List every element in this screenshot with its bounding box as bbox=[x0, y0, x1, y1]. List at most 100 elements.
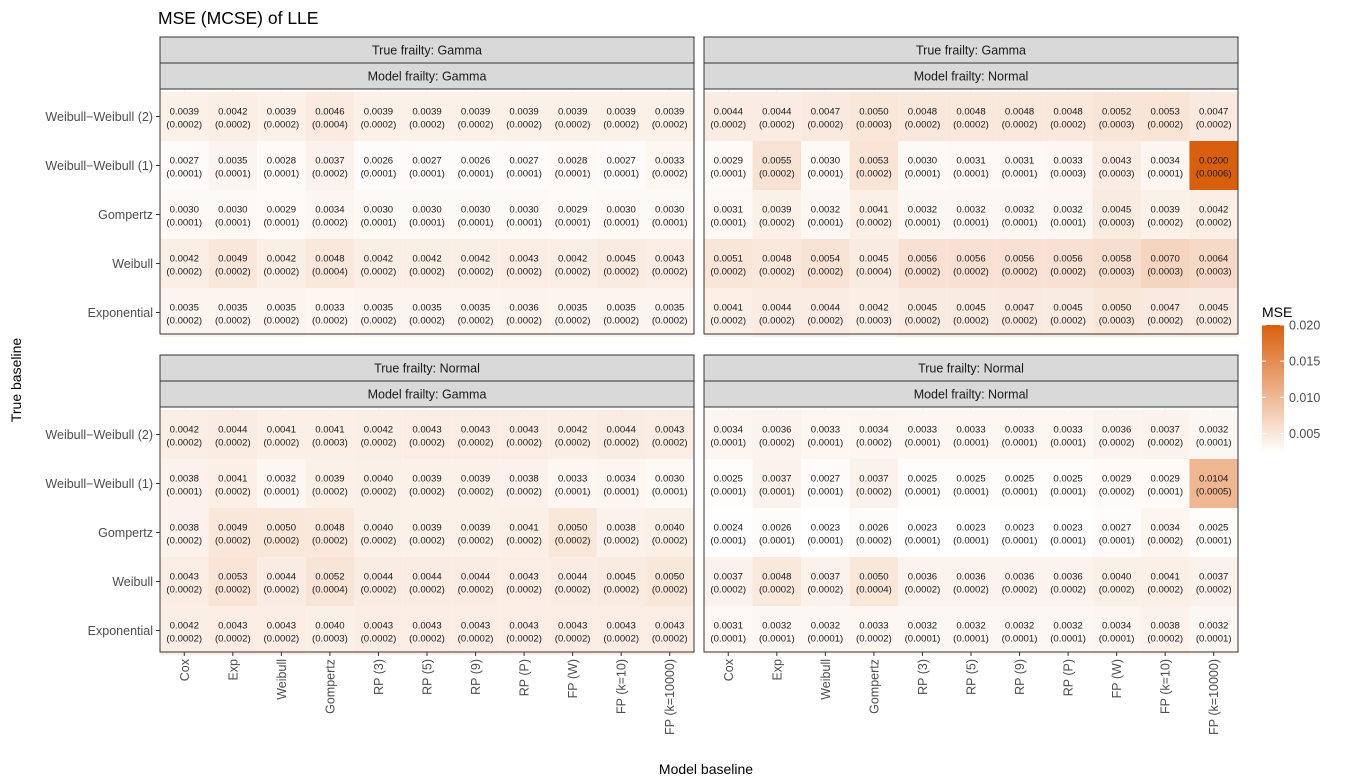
heatmap-cell bbox=[1043, 606, 1093, 655]
heatmap-cell bbox=[208, 190, 258, 239]
cell-mse-label: 0.0038 bbox=[509, 474, 538, 485]
cell-mcse-label: (0.0001) bbox=[603, 487, 639, 498]
heatmap-cell bbox=[946, 557, 996, 606]
heatmap-cell bbox=[849, 288, 899, 337]
cell-mcse-label: (0.0001) bbox=[759, 634, 795, 645]
heatmap-cell bbox=[208, 557, 258, 606]
cell-mse-label: 0.0056 bbox=[956, 254, 985, 265]
cell-mcse-label: (0.0002) bbox=[409, 438, 445, 449]
heatmap-cell bbox=[1043, 190, 1093, 239]
cell-mse-label: 0.0028 bbox=[267, 156, 296, 167]
heatmap-cell bbox=[1043, 288, 1093, 337]
heatmap-cell bbox=[849, 459, 899, 508]
heatmap-cell bbox=[499, 606, 549, 655]
cell-mse-label: 0.0038 bbox=[170, 474, 199, 485]
y-axis-title: True baseline bbox=[8, 338, 24, 423]
cell-mse-label: 0.0042 bbox=[1199, 205, 1228, 216]
cell-mse-label: 0.0030 bbox=[655, 474, 684, 485]
cell-mcse-label: (0.0002) bbox=[458, 634, 494, 645]
heatmap-cell bbox=[257, 557, 306, 606]
heatmap-cell bbox=[1043, 459, 1093, 508]
cell-mse-label: 0.0032 bbox=[1053, 621, 1082, 632]
cell-mcse-label: (0.0002) bbox=[807, 120, 843, 131]
cell-mcse-label: (0.0002) bbox=[807, 316, 843, 327]
cell-mcse-label: (0.0001) bbox=[1002, 169, 1038, 180]
heatmap-cell bbox=[596, 92, 646, 141]
heatmap-cell bbox=[305, 508, 355, 557]
cell-mcse-label: (0.0001) bbox=[905, 169, 941, 180]
cell-mcse-label: (0.0001) bbox=[710, 536, 746, 547]
cell-mcse-label: (0.0001) bbox=[215, 218, 251, 229]
cell-mse-label: 0.0049 bbox=[218, 254, 247, 265]
heatmap-cell bbox=[305, 410, 355, 459]
cell-mcse-label: (0.0002) bbox=[1002, 267, 1038, 278]
heatmap-cell bbox=[548, 288, 597, 337]
heatmap-cell bbox=[499, 141, 549, 190]
cell-mse-label: 0.0032 bbox=[908, 205, 937, 216]
cell-mse-label: 0.0042 bbox=[170, 254, 199, 265]
cell-mse-label: 0.0048 bbox=[762, 254, 791, 265]
cell-mse-label: 0.0047 bbox=[811, 107, 840, 118]
cell-mcse-label: (0.0001) bbox=[1196, 438, 1232, 449]
strip-bottom-label: Model frailty: Normal bbox=[914, 388, 1029, 402]
cell-mse-label: 0.0031 bbox=[1005, 156, 1034, 167]
heatmap-cell bbox=[1140, 141, 1190, 190]
cell-mse-label: 0.0025 bbox=[1053, 474, 1082, 485]
heatmap-cell bbox=[160, 410, 209, 459]
cell-mse-label: 0.0039 bbox=[461, 107, 490, 118]
heatmap-cell bbox=[1140, 508, 1190, 557]
cell-mcse-label: (0.0001) bbox=[1099, 536, 1135, 547]
cell-mcse-label: (0.0002) bbox=[555, 536, 591, 547]
strip-bottom-label: Model frailty: Normal bbox=[914, 70, 1029, 84]
cell-mse-label: 0.0043 bbox=[170, 572, 199, 583]
cell-mse-label: 0.0034 bbox=[1151, 156, 1181, 167]
heatmap-cell bbox=[995, 508, 1044, 557]
heatmap-cell bbox=[1043, 508, 1093, 557]
heatmap-cell bbox=[402, 557, 452, 606]
cell-mse-label: 0.0037 bbox=[859, 474, 888, 485]
cell-mse-label: 0.0043 bbox=[655, 254, 684, 265]
cell-mse-label: 0.0032 bbox=[1199, 425, 1228, 436]
heatmap-cell bbox=[1092, 92, 1141, 141]
cell-mse-label: 0.0035 bbox=[607, 303, 636, 314]
heatmap-cell bbox=[548, 557, 597, 606]
x-tick-label: RP (3) bbox=[372, 659, 386, 695]
legend: MSE 0.005 0.010 0.015 0.020 bbox=[1262, 304, 1320, 453]
heatmap-cell bbox=[801, 508, 850, 557]
cell-mcse-label: (0.0002) bbox=[263, 634, 299, 645]
cell-mse-label: 0.0055 bbox=[762, 156, 791, 167]
cell-mse-label: 0.0052 bbox=[1102, 107, 1131, 118]
heatmap-cell bbox=[451, 606, 500, 655]
cell-mse-label: 0.0048 bbox=[1005, 107, 1034, 118]
heatmap-cell bbox=[305, 190, 355, 239]
heatmap-cell bbox=[801, 92, 850, 141]
cell-mcse-label: (0.0001) bbox=[555, 169, 591, 180]
cell-mse-label: 0.0040 bbox=[1102, 572, 1131, 583]
heatmap-cell bbox=[596, 288, 646, 337]
cell-mse-label: 0.0039 bbox=[267, 107, 296, 118]
heatmap-cell bbox=[849, 410, 899, 459]
cell-mcse-label: (0.0002) bbox=[1099, 438, 1135, 449]
heatmap-cell bbox=[208, 288, 258, 337]
cell-mcse-label: (0.0002) bbox=[603, 120, 639, 131]
x-tick-label: RP (P) bbox=[518, 659, 532, 696]
cell-mcse-label: (0.0002) bbox=[409, 585, 445, 596]
x-tick-label: FP (k=10000) bbox=[1207, 659, 1221, 735]
cell-mcse-label: (0.0002) bbox=[953, 585, 989, 596]
heatmap-cell bbox=[704, 557, 753, 606]
cell-mcse-label: (0.0001) bbox=[1050, 487, 1086, 498]
cell-mse-label: 0.0041 bbox=[509, 523, 538, 534]
cell-mcse-label: (0.0002) bbox=[856, 487, 892, 498]
cell-mse-label: 0.0033 bbox=[1053, 156, 1082, 167]
cell-mcse-label: (0.0001) bbox=[710, 487, 746, 498]
cell-mse-label: 0.0047 bbox=[1199, 107, 1228, 118]
cell-mse-label: 0.0048 bbox=[956, 107, 985, 118]
cell-mse-label: 0.0035 bbox=[655, 303, 684, 314]
legend-title: MSE bbox=[1262, 304, 1292, 320]
cell-mse-label: 0.0045 bbox=[607, 572, 636, 583]
cell-mse-label: 0.0032 bbox=[956, 205, 985, 216]
cell-mcse-label: (0.0002) bbox=[555, 634, 591, 645]
cell-mcse-label: (0.0002) bbox=[263, 120, 299, 131]
heatmap-cell bbox=[898, 459, 947, 508]
heatmap-cell bbox=[946, 459, 996, 508]
